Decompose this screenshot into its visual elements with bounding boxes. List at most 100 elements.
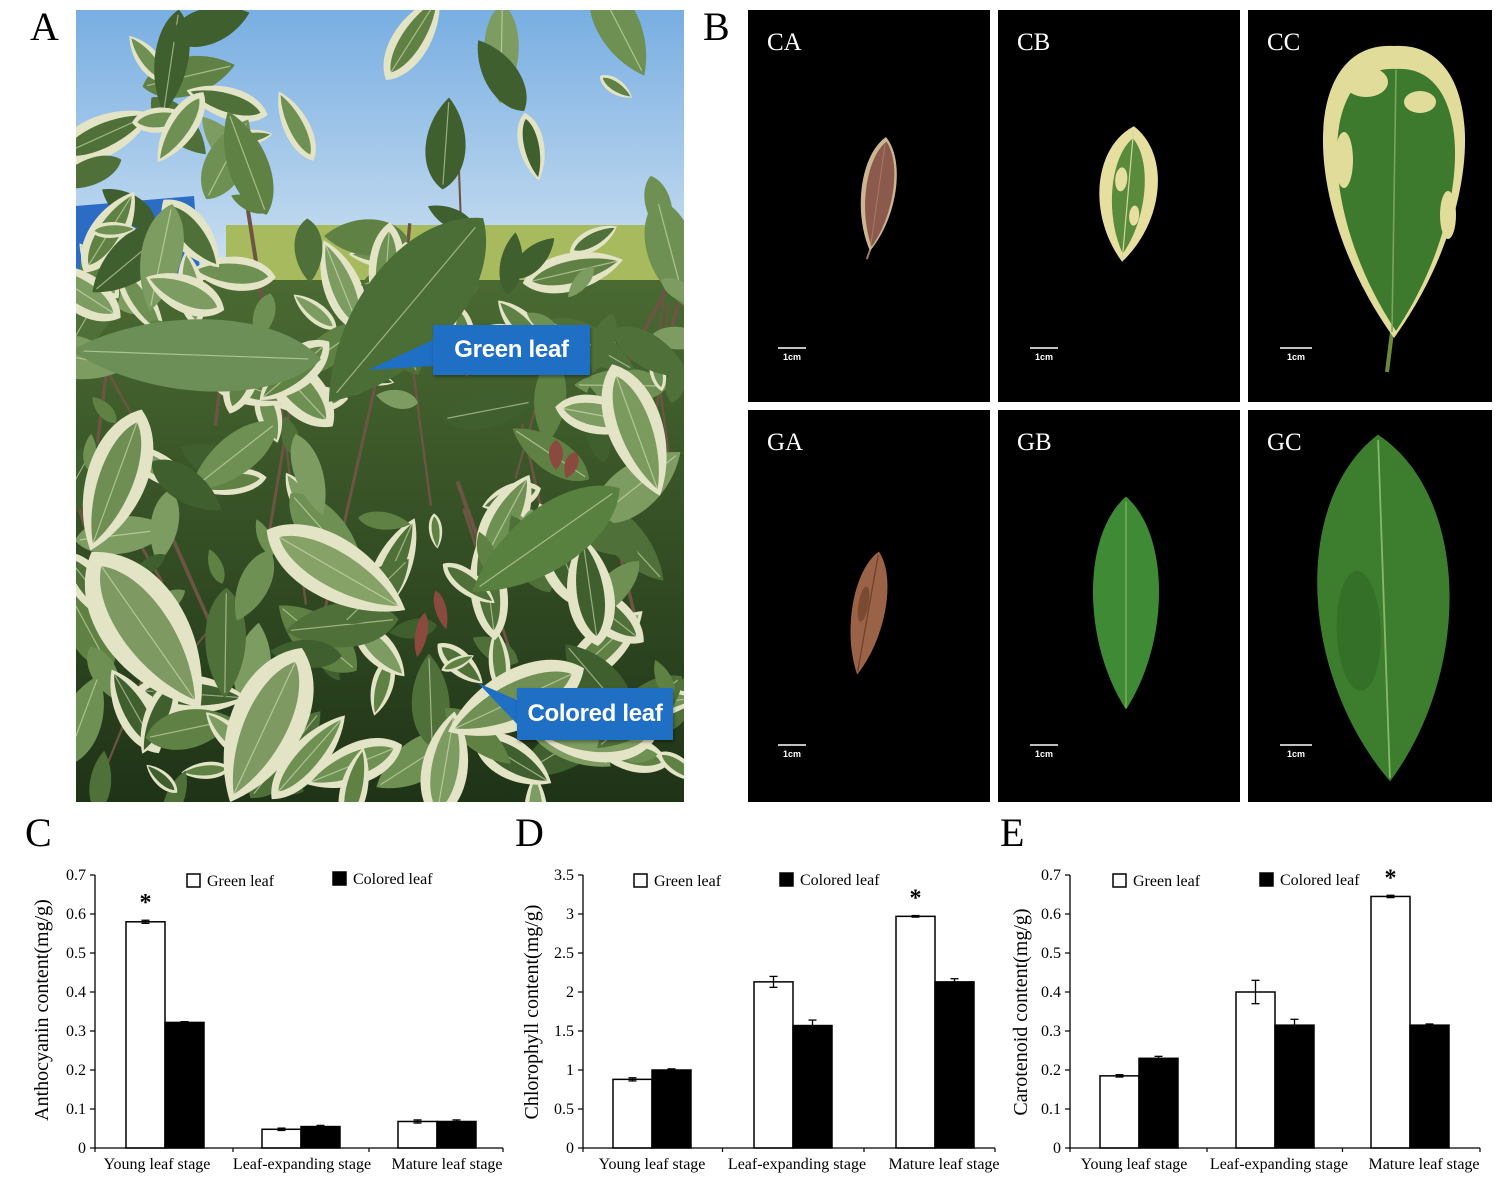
bar [436,1120,477,1149]
significance-marker: * [1385,865,1397,891]
photo-leaf-blade [148,766,175,791]
leaf-blade [1336,68,1456,332]
photo-leaf-blade [295,296,333,327]
photo-leaf-blade [344,751,365,802]
legend-label: Green leaf [654,873,722,890]
y-tick-label: 0.7 [1041,867,1061,884]
scale-bar-label: 1cm [1287,352,1305,362]
x-tick-label: Leaf-expanding stage [728,1156,866,1173]
photo-leaf-midrib [92,416,140,544]
legend-swatch [779,872,794,887]
photo-leaf [224,111,274,215]
bar [753,981,794,1149]
photo-leaf [145,273,225,317]
photo-leaf-blade [534,358,567,445]
y-tick-label: 0 [78,1140,86,1157]
leaf-ga [850,551,888,675]
legend-label: Green leaf [1133,873,1201,890]
photo-leaf [150,489,180,564]
leaf-midrib [870,144,886,246]
photo-leaf-blade [122,273,162,333]
photo-leaf [420,711,468,802]
photo-leaf-midrib [613,370,659,490]
photo-leaf-blade [531,258,618,286]
sample-cc: CC 1cm [1248,10,1492,402]
leaf-cc [1322,45,1466,373]
photo-leaf-midrib [428,658,433,743]
y-tick-label: 0.5 [1041,945,1061,962]
leaf-petiole [865,249,872,260]
photo-leaf-blade [290,434,326,516]
photo-leaf [512,238,555,279]
photo-leaf-midrib [76,267,117,316]
y-tick-label: 2.5 [554,945,574,962]
photo-leaf [162,770,187,802]
callout-green-leaf: Green leaf [433,325,590,375]
photo-leaf-midrib [582,542,598,641]
photo-leaf-blade [196,263,269,284]
y-tick-label: 0 [566,1140,574,1157]
photo-leaf-midrib [233,655,299,795]
photo-leaf-blade [589,313,617,374]
significance-marker: * [910,886,922,912]
significance-marker: * [140,890,152,916]
photo-leaf-midrib [596,10,643,72]
photo-leaf-blade [374,662,391,713]
photo-leaf-blade [94,225,134,235]
bar [1235,991,1276,1149]
leaf-blade [865,141,895,247]
photo-leaf-blade [430,717,460,802]
photo-leaf-blade [447,567,493,602]
photo-leaf [290,434,326,516]
leaf-variegation [1129,205,1140,226]
photo-leaf-blade [444,656,473,670]
y-tick-label: 0.1 [66,1101,86,1118]
sample-label: CA [767,29,802,56]
photo-leaf-blade [76,333,128,380]
photo-leaf-midrib [436,716,455,802]
photo-leaf-blade [224,111,274,215]
photo-leaf-blade [76,674,104,767]
y-tick-label: 1 [566,1062,574,1079]
bar [1370,895,1411,1149]
photo-shoot-leaf [548,440,564,470]
photo-leaf [442,392,534,430]
photo-leaf-blade [357,511,411,530]
photo-leaf-midrib [83,350,309,360]
photo-leaf-blade [92,397,117,423]
sample-gc: GC 1cm [1248,410,1492,802]
photo-leaf-blade [76,578,116,671]
photo-leaf-blade [151,459,222,511]
bar [1409,1024,1450,1149]
y-tick-label: 0.6 [1041,906,1061,923]
photo-leaf [442,562,495,603]
sample-cb-image: CB 1cm [1017,29,1158,362]
legend-label: Colored leaf [353,871,433,888]
leaf-cb [1099,126,1158,262]
photo-leaf-midrib [290,619,393,631]
y-tick-label: 0.7 [66,867,86,884]
bar [397,1120,438,1149]
x-tick-label: Mature leaf stage [888,1156,999,1173]
bar [125,921,166,1149]
photo-leaf-midrib [224,593,227,693]
photo-leaf-margin [524,775,548,802]
photo-leaf [569,225,617,255]
photo-leaf-blade [661,755,684,780]
photo-leaf-midrib [336,226,476,394]
sample-gb: GB 1cm [998,410,1240,802]
chart-carotenoid: 0 0.1 0.2 0.3 0.4 0.5 0.6 0.7 Young leaf stage Le… [1010,865,1481,1173]
photo-leaf [76,319,321,392]
leaf-variegation [1335,132,1353,188]
photo-shoot-leaf [433,590,448,630]
photo-shoot-leaf [414,612,429,658]
scale-bar-label: 1cm [783,749,801,759]
photo-leaf [499,232,523,295]
photo-leaf-blade [568,266,594,298]
sample-ca: CA 1cm [748,10,990,402]
panel-label-e: E [1000,810,1025,855]
photo-leaf-blade [235,550,275,621]
photo-leaf [599,74,633,98]
x-tick-label: Mature leaf stage [1368,1156,1479,1173]
photo-leaf-blade [602,77,631,97]
